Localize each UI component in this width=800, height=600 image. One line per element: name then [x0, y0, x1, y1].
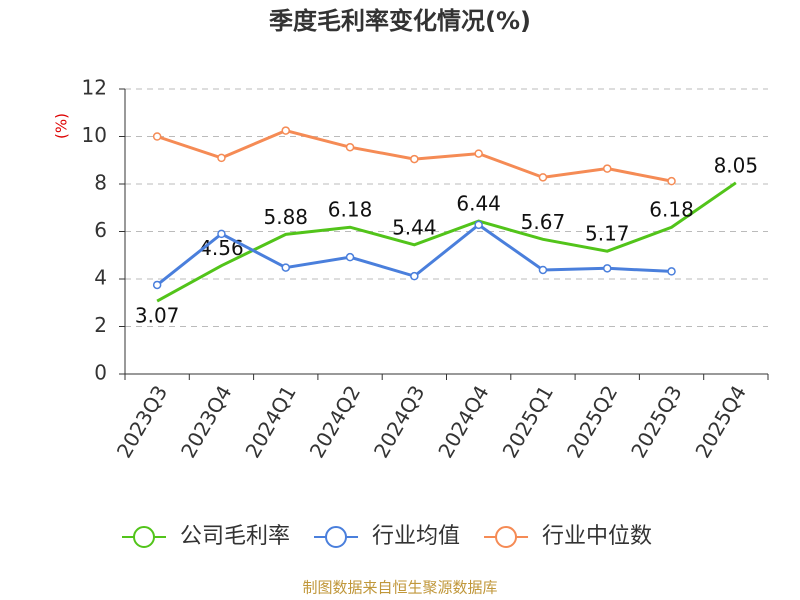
- point: [217, 229, 226, 239]
- point: [538, 265, 548, 275]
- point: [410, 154, 419, 164]
- data-label: 4.56: [199, 236, 244, 260]
- data-label: 6.44: [456, 192, 501, 216]
- data-label: 6.18: [328, 198, 373, 222]
- y-tick-label: 12: [82, 76, 107, 100]
- point: [345, 142, 355, 152]
- x-tick-label: 2024Q3: [369, 381, 429, 462]
- x-tick-label: 2024Q1: [240, 381, 300, 462]
- x-tick-label: 2024Q4: [433, 381, 493, 462]
- legend-marker: [495, 526, 518, 548]
- point: [281, 126, 290, 135]
- legend-label[interactable]: 行业中位数: [542, 524, 652, 549]
- data-label: 5.67: [521, 210, 566, 234]
- y-tick-label: 2: [94, 313, 107, 337]
- x-tick-label: 2024Q2: [305, 381, 365, 462]
- point: [152, 280, 162, 290]
- legend-marker: [133, 526, 155, 548]
- data-label: 5.44: [392, 215, 437, 239]
- point: [345, 252, 355, 262]
- data-label: 6.18: [649, 198, 694, 222]
- y-axis-label: (%): [53, 113, 71, 139]
- legend-label[interactable]: 公司毛利率: [180, 524, 290, 549]
- y-tick-label: 6: [94, 218, 107, 242]
- point: [603, 164, 612, 173]
- chart-title: 季度毛利率变化情况(%): [269, 7, 531, 35]
- y-tick-label: 8: [94, 171, 107, 195]
- x-tick-label: 2025Q1: [498, 381, 558, 462]
- x-tick-label: 2025Q3: [626, 381, 686, 462]
- point: [667, 267, 676, 276]
- point: [474, 220, 483, 230]
- legend-marker: [325, 526, 348, 548]
- point: [538, 173, 548, 182]
- data-label: 8.05: [714, 153, 759, 177]
- point: [152, 132, 162, 141]
- point: [667, 176, 676, 186]
- legend-label[interactable]: 行业均值: [372, 524, 460, 549]
- point: [410, 271, 419, 281]
- point: [474, 149, 483, 158]
- point: [603, 264, 612, 273]
- y-tick-label: 10: [82, 123, 107, 147]
- data-label: 3.07: [135, 304, 180, 328]
- data-label: 5.17: [585, 222, 630, 246]
- point: [281, 263, 290, 272]
- x-tick-label: 2025Q4: [690, 381, 750, 462]
- y-tick-label: 0: [94, 361, 107, 385]
- x-tick-label: 2023Q4: [176, 381, 236, 462]
- y-tick-label: 4: [94, 266, 107, 290]
- source-note: 制图数据来自恒生聚源数据库: [302, 579, 497, 597]
- x-tick-label: 2025Q2: [562, 381, 622, 462]
- data-label: 5.88: [263, 205, 308, 229]
- x-tick-label: 2023Q3: [112, 381, 172, 462]
- point: [217, 153, 226, 163]
